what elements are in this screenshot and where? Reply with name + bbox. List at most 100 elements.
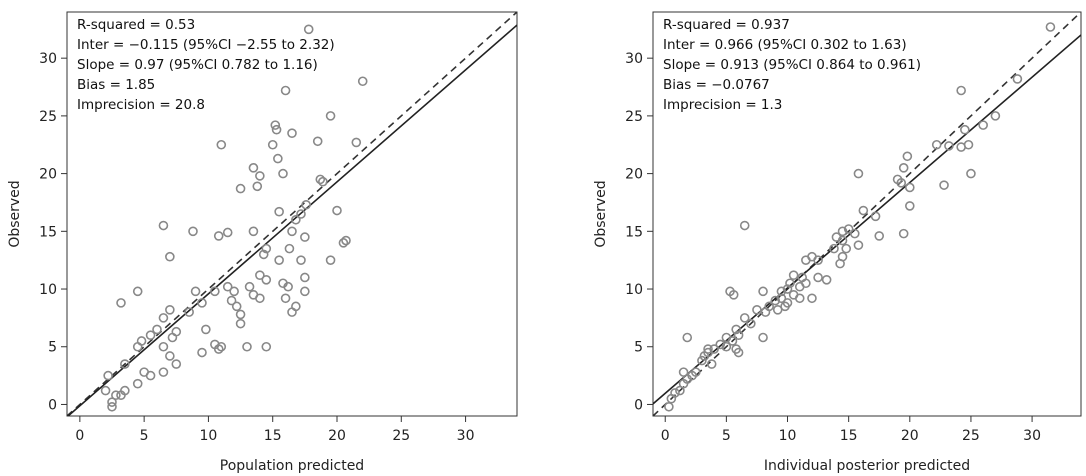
x-tick-label: 10 [200,428,218,444]
x-axis-title: Population predicted [220,458,364,474]
data-point [111,390,121,401]
data-point [785,278,795,289]
stats-line: Bias = −0.0767 [663,77,770,93]
data-point [780,301,790,312]
data-point [190,286,201,297]
data-point [318,176,328,187]
data-point [978,120,988,130]
data-point [222,227,233,238]
x-tick-label: 5 [140,428,149,444]
x-tick-label: 5 [722,428,731,444]
data-point [248,163,259,173]
x-tick-label: 20 [901,428,919,444]
data-point [258,249,269,260]
y-tick-label: 20 [39,167,57,183]
stats-line: Imprecision = 1.3 [663,97,782,113]
data-point [107,397,117,407]
data-point [1012,74,1023,84]
data-point [898,228,909,239]
y-tick-label: 0 [48,397,57,413]
data-point [197,347,207,358]
x-tick-label: 15 [264,428,282,444]
y-tick-label: 25 [625,109,643,125]
y-axis-title: Observed [7,180,23,247]
data-point [931,139,942,150]
data-point [341,235,351,246]
data-point [956,142,966,152]
y-tick-label: 30 [625,51,643,67]
data-point [197,298,207,308]
data-point [165,305,175,315]
data-point [158,367,169,377]
data-point [284,243,295,254]
y-tick-label: 15 [39,224,57,240]
stats-line: Slope = 0.913 (95%CI 0.864 to 0.961) [663,57,921,73]
data-point [728,289,739,300]
data-point [242,341,252,352]
data-point [807,293,817,304]
data-point [152,324,162,335]
data-point [733,330,744,341]
y-tick-label: 20 [625,167,643,183]
data-point [772,305,783,315]
data-point [255,293,265,304]
plot-frame [66,11,518,417]
data-point [231,301,242,312]
data-point [145,370,156,381]
data-point [270,120,281,130]
data-point [357,76,368,87]
data-point [252,181,263,192]
data-point [760,307,771,317]
stats-line: Imprecision = 20.8 [77,97,205,113]
data-point [829,243,839,254]
data-point [1045,22,1056,32]
data-point [287,307,297,317]
data-point [904,182,915,193]
data-point [733,347,744,358]
data-point [271,124,282,135]
y-tick-label: 30 [39,51,57,67]
data-point [727,336,738,346]
data-point [287,128,297,138]
data-point [136,336,147,346]
data-point [132,341,143,352]
data-point [280,85,291,96]
data-point [776,286,787,297]
data-point [291,301,301,312]
data-point [132,286,143,297]
stats-line: R-squared = 0.53 [77,17,195,33]
data-point [837,235,848,246]
data-point [699,351,710,361]
data-point [188,226,198,237]
data-point [210,286,220,297]
data-point [960,124,970,135]
data-point [116,298,126,308]
data-point [165,351,175,361]
data-point [300,232,310,242]
y-tick-label: 5 [48,340,57,356]
y-tick-label: 25 [39,109,57,125]
data-point [821,274,832,285]
data-point [145,330,156,341]
data-point [896,178,907,188]
data-point [664,401,674,412]
data-point [794,293,805,304]
data-point [100,385,111,396]
data-point [273,153,283,164]
stats-line: Bias = 1.85 [77,77,155,93]
data-point [966,168,976,179]
data-point [788,270,799,280]
plot-frame [652,11,1082,417]
data-point [255,171,265,181]
x-tick-label: 30 [1023,428,1041,444]
data-point [296,209,306,219]
data-point [171,326,182,337]
data-point [813,255,823,265]
data-point [858,205,869,216]
data-points [100,24,368,412]
data-point [158,220,169,231]
data-point [758,286,768,297]
data-point [697,355,707,366]
data-point [902,151,913,162]
